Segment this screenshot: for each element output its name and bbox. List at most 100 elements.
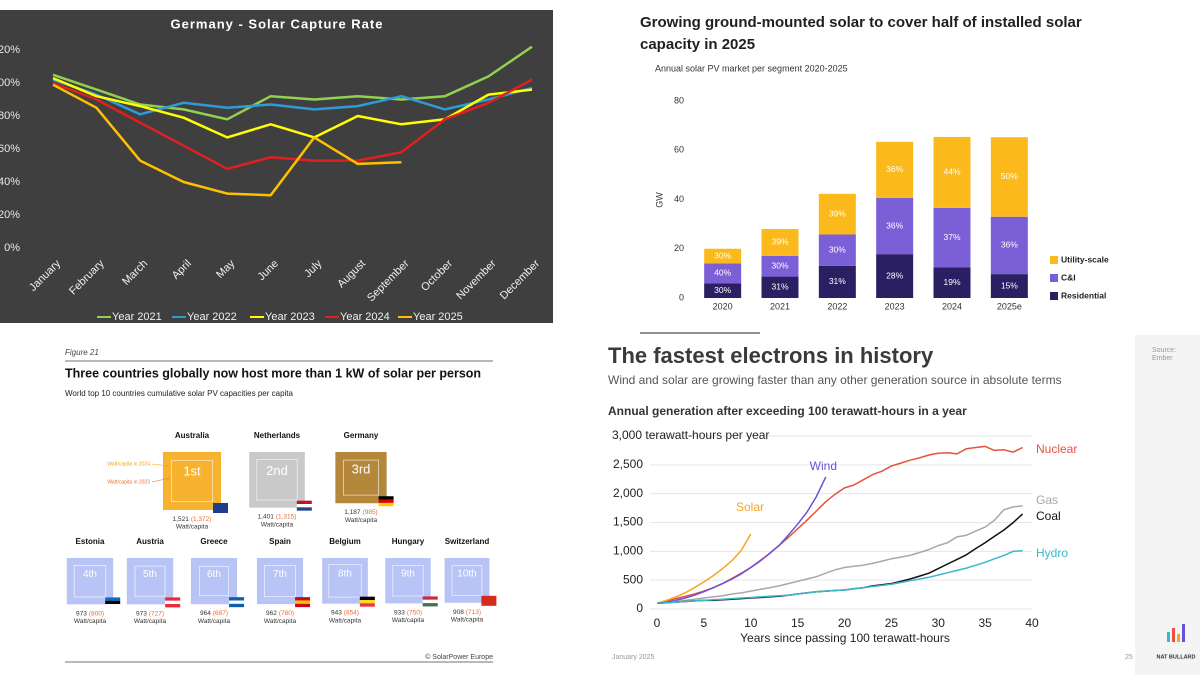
x-tick-label: 15 xyxy=(791,616,805,630)
value-label: 933 (750) xyxy=(394,609,422,616)
x-tick-label: 2021 xyxy=(770,301,790,311)
y-tick-label: 20 xyxy=(674,243,684,253)
flag xyxy=(165,604,181,608)
logo-bar xyxy=(1167,632,1170,642)
y-tick-label: 120% xyxy=(0,44,20,56)
value-2024: 1,521 xyxy=(173,516,190,523)
segment-label: 19% xyxy=(943,277,960,287)
segment-label: 44% xyxy=(943,167,960,177)
flag xyxy=(378,502,394,507)
flag xyxy=(359,596,375,601)
source: © SolarPower Europe xyxy=(425,653,493,661)
value-2023: (780) xyxy=(279,610,294,617)
previous-capacity-box xyxy=(264,565,296,598)
chart-title: Germany - Solar Capture Rate xyxy=(171,16,384,31)
line xyxy=(52,78,533,171)
value-2023: (687) xyxy=(213,610,228,617)
previous-capacity-box xyxy=(451,565,483,596)
unit-label: Watt/capita xyxy=(74,618,107,625)
y-axis-label: GW xyxy=(654,192,664,208)
y-tick-label: 2,000 xyxy=(613,486,643,500)
country-name: Spain xyxy=(269,537,291,546)
x-axis-label: Years since passing 100 terawatt-hours xyxy=(740,631,950,645)
value-label: 943 (854) xyxy=(331,609,359,616)
source: Source: xyxy=(1152,347,1176,354)
unit-label: Watt/capita xyxy=(176,524,209,531)
unit-label: Watt/capita xyxy=(264,618,297,625)
value-2024: 1,401 xyxy=(258,513,275,520)
legend-label: Year 2025 xyxy=(413,311,463,323)
country-name: Netherlands xyxy=(254,431,301,440)
rank: 6th xyxy=(207,569,221,580)
flag xyxy=(105,600,121,605)
bar-segment xyxy=(876,141,914,199)
x-tick-label: 30 xyxy=(932,616,946,630)
y-tick-label: 60 xyxy=(674,145,684,155)
series-label: Gas xyxy=(1036,493,1058,507)
capacity-box xyxy=(322,558,368,604)
previous-capacity-box xyxy=(343,459,379,496)
rank: 2nd xyxy=(266,463,288,478)
y-tick-label: 40% xyxy=(0,176,20,188)
previous-capacity-box xyxy=(170,459,214,503)
legend-connector xyxy=(151,477,171,483)
figure-label: Figure 21 xyxy=(65,348,99,357)
value-2023: (985) xyxy=(363,509,378,516)
rank: 8th xyxy=(338,569,352,580)
legend-swatch xyxy=(1050,256,1058,264)
value-2023: (800) xyxy=(89,610,104,617)
x-tick-label: 5 xyxy=(701,616,708,630)
legend-label: Watt/capita in 2023 xyxy=(107,479,150,485)
bar-segment xyxy=(933,136,971,208)
legend-connector xyxy=(151,463,171,467)
value-2023: (1,372) xyxy=(191,516,212,523)
flag xyxy=(229,603,245,608)
legend-label: Year 2022 xyxy=(187,311,237,323)
segment-label: 40% xyxy=(714,268,731,278)
value-label: 964 (687) xyxy=(200,610,228,617)
x-tick-label: 2025e xyxy=(997,301,1022,311)
flag xyxy=(422,596,438,600)
country-name: Belgium xyxy=(329,537,361,546)
segment-label: 30% xyxy=(714,250,731,260)
capacity-box xyxy=(335,452,387,504)
x-tick-label: 25 xyxy=(885,616,899,630)
unit-label: Watt/capita xyxy=(451,617,484,624)
line xyxy=(52,83,402,197)
segment-label: 36% xyxy=(1001,240,1018,250)
segment-label: 36% xyxy=(886,164,903,174)
country-name: Austria xyxy=(136,537,164,546)
value-2024: 973 xyxy=(136,610,147,617)
bar-segment xyxy=(704,263,742,284)
x-tick-label: 2024 xyxy=(942,301,962,311)
x-tick-label: 10 xyxy=(744,616,758,630)
legend-swatch xyxy=(1050,274,1058,282)
author: NAT BULLARD xyxy=(1156,654,1195,660)
segment-label: 39% xyxy=(829,208,846,218)
unit-label: Watt/capita xyxy=(261,521,294,528)
y-tick-label: 0 xyxy=(679,292,684,302)
date: January 2025 xyxy=(612,654,655,661)
panel-background xyxy=(0,10,553,323)
flag xyxy=(229,597,245,601)
bar-segment xyxy=(876,254,914,298)
flag xyxy=(378,499,394,503)
value-2024: 943 xyxy=(331,609,342,616)
line xyxy=(656,476,827,604)
previous-capacity-box xyxy=(256,459,298,501)
flag xyxy=(165,597,181,601)
rank: 9th xyxy=(401,569,415,580)
y-tick-label: 3,000 terawatt-hours per year xyxy=(612,428,769,442)
country-name: Germany xyxy=(344,431,379,440)
bar-segment xyxy=(761,229,799,256)
flag xyxy=(105,597,121,601)
chart-subtitle: World top 10 countries cumulative solar … xyxy=(65,389,294,398)
flag xyxy=(295,597,311,601)
y-tick-label: 80% xyxy=(0,110,20,122)
line xyxy=(52,45,533,121)
segment-label: 31% xyxy=(829,276,846,286)
y-tick-label: 80 xyxy=(674,95,684,105)
value-2024: 933 xyxy=(394,609,405,616)
x-tick-label: 2023 xyxy=(885,301,905,311)
